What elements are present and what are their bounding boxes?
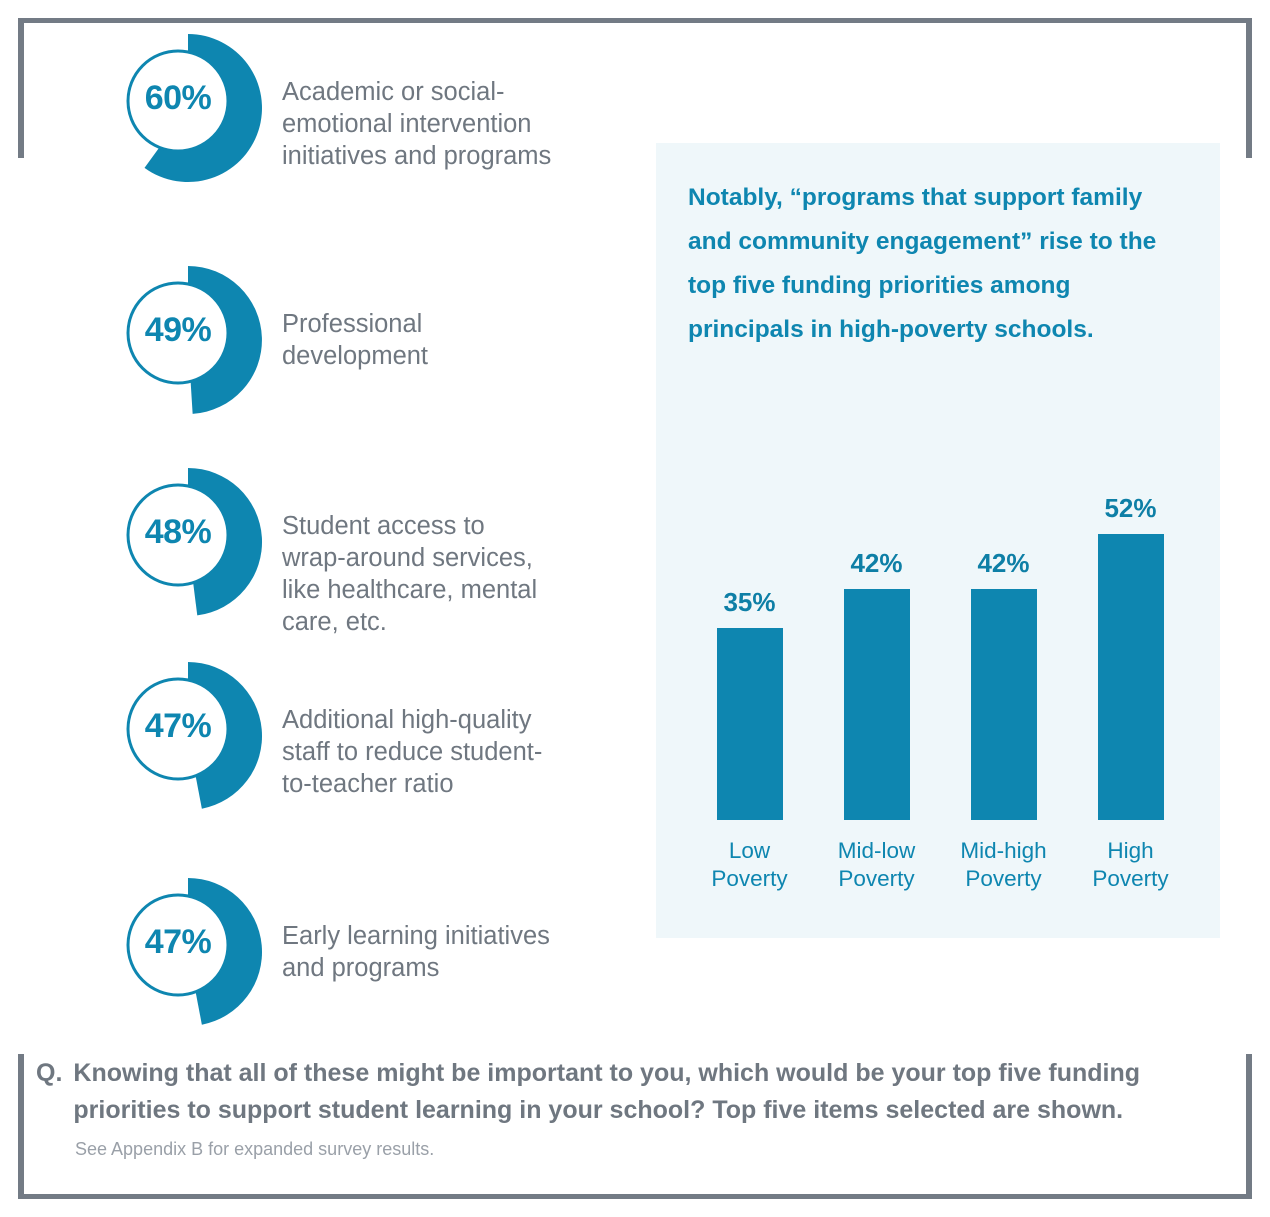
bar-value-label: 52% (1104, 493, 1157, 523)
donut-value-label: 47% (144, 923, 212, 961)
donut-chart: 60% (108, 28, 268, 206)
stat-description: Early learning initiatives and programs (282, 922, 550, 982)
bar-category-label: High Poverty (1092, 838, 1169, 891)
bar (716, 627, 783, 820)
stat-description: Additional high-quality staff to reduce … (282, 706, 543, 798)
donut-value-label: 49% (144, 311, 212, 349)
poverty-bar-chart: 35% 42% 42% 52% Low Poverty Mid-low Poverty M… (686, 443, 1194, 913)
bar-column: 42% (813, 470, 940, 820)
stat-item: 49% Professional development (108, 260, 628, 438)
question-marker: Q. (36, 1059, 63, 1087)
donut-chart: 47% (108, 656, 268, 834)
frame-line-top-right (1246, 18, 1252, 158)
donut-value-label: 60% (144, 79, 212, 117)
stat-description: Professional development (282, 310, 429, 370)
highlight-panel: Notably, “programs that support family a… (656, 143, 1220, 938)
frame-line-bottom-left (18, 1054, 24, 1199)
donut-chart: 49% (108, 260, 268, 438)
donut-value-label: 48% (144, 513, 212, 551)
frame-line-top (18, 18, 1252, 23)
panel-callout-text: Notably, “programs that support family a… (688, 184, 1157, 343)
bar-chart-axis-labels: Low Poverty Mid-low Poverty Mid-high Pover… (686, 825, 1194, 913)
question-row: Q. Knowing that all of these might be im… (36, 1055, 1226, 1129)
stat-item: 60% Academic or social- emotional interve… (108, 28, 628, 206)
bar-category-label: Mid-high Poverty (960, 838, 1047, 891)
bar-category-label: Mid-low Poverty (837, 838, 916, 891)
question-text: Knowing that all of these might be impor… (73, 1059, 1141, 1124)
stat-description: Academic or social- emotional interventi… (282, 78, 552, 170)
bar-value-label: 35% (723, 586, 776, 617)
bar (843, 589, 910, 820)
frame-line-top-left (18, 18, 24, 158)
stat-list: 60% Academic or social- emotional interve… (108, 28, 628, 1088)
stat-item: 47% Early learning initiatives and progra… (108, 872, 628, 1050)
bar-column: 35% (686, 470, 813, 820)
bar-column: 52% (1067, 470, 1194, 820)
bar-value-label: 42% (850, 548, 903, 578)
bar-column: 42% (940, 470, 1067, 820)
bar (1097, 534, 1164, 820)
donut-chart: 47% (108, 872, 268, 1050)
bar-category-label: Low Poverty (711, 838, 788, 891)
bar (970, 589, 1037, 820)
appendix-note: See Appendix B for expanded survey resul… (75, 1139, 435, 1159)
footer-question-block: Q. Knowing that all of these might be im… (36, 1055, 1226, 1160)
stat-item: 48% Student access to wrap-around service… (108, 462, 628, 640)
frame-line-bottom (18, 1194, 1252, 1199)
frame-line-bottom-right (1246, 1054, 1252, 1199)
stat-description: Student access to wrap-around services, … (282, 512, 538, 636)
bar-value-label: 42% (977, 548, 1030, 578)
donut-chart: 48% (108, 462, 268, 640)
bar-chart-bars: 35% 42% 42% 52% (686, 470, 1194, 820)
donut-value-label: 47% (144, 707, 212, 745)
stat-item: 47% Additional high-quality staff to redu… (108, 656, 628, 834)
